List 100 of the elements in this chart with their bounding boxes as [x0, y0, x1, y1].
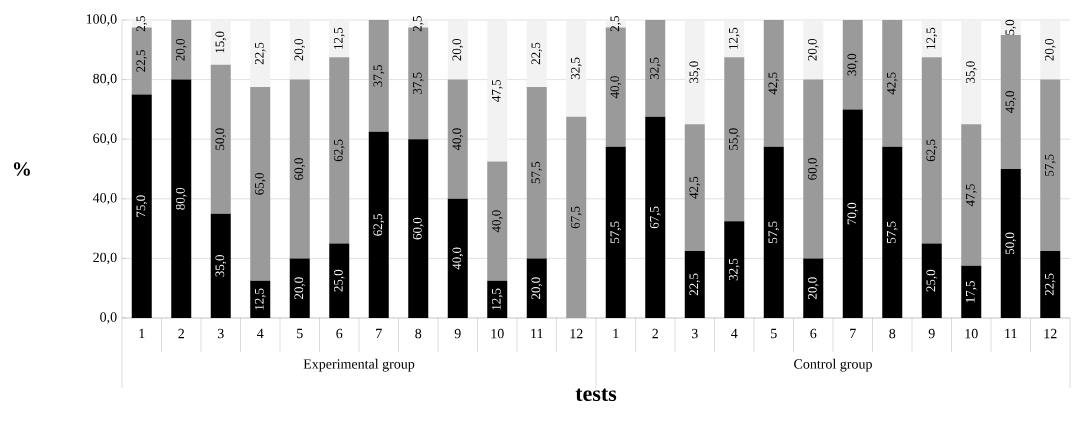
x-tick-label: 4	[257, 328, 264, 339]
data-label: 20,0	[807, 38, 819, 61]
bar	[289, 79, 310, 259]
data-label: 42,5	[689, 176, 701, 199]
data-label: 57,5	[531, 161, 543, 184]
bar	[487, 20, 508, 162]
bar	[526, 87, 547, 259]
data-label: 62,5	[333, 139, 345, 162]
data-label: 37,5	[373, 65, 385, 87]
bar	[1000, 34, 1021, 169]
bar	[684, 124, 705, 251]
bar	[566, 20, 587, 117]
data-label: 67,5	[570, 206, 582, 229]
data-label: 40,0	[610, 76, 622, 99]
data-label: 20,0	[175, 38, 187, 61]
bar	[408, 139, 429, 318]
data-label: 70,0	[847, 202, 859, 225]
data-label: 20,0	[452, 38, 464, 61]
bar	[1000, 169, 1021, 318]
x-tick-label: 7	[376, 328, 382, 339]
bar	[329, 57, 350, 244]
bar	[803, 20, 824, 80]
data-label: 57,5	[610, 221, 622, 243]
x-tick-label: 3	[691, 328, 698, 339]
data-label: 42,5	[768, 72, 780, 95]
data-label: 50,0	[215, 128, 227, 150]
data-label: 60,0	[294, 158, 306, 180]
data-label: 30,0	[847, 53, 859, 76]
bar	[289, 20, 310, 80]
x-axis-title: tests	[575, 388, 617, 402]
data-label: 60,0	[807, 158, 819, 180]
data-label: 47,5	[491, 79, 503, 102]
data-label: 32,5	[570, 57, 582, 80]
data-label: 57,5	[1045, 154, 1056, 176]
bar	[724, 19, 745, 58]
data-label: 12,5	[491, 288, 503, 310]
x-tick-label: 1	[613, 328, 619, 339]
data-label: 20,0	[531, 277, 543, 300]
bar	[526, 20, 547, 88]
data-label: 80,0	[175, 187, 187, 210]
bar	[447, 198, 468, 318]
data-label: 32,5	[728, 258, 740, 281]
x-tick-label: 6	[810, 328, 817, 339]
data-label: 17,5	[965, 281, 977, 303]
bar	[329, 243, 350, 318]
bar	[961, 20, 982, 125]
x-tick-label: 10	[491, 328, 504, 339]
x-tick-label: 10	[965, 328, 978, 339]
bar	[763, 20, 784, 147]
data-label: 20,0	[294, 277, 306, 300]
data-label: 50,0	[1005, 232, 1017, 255]
bar	[803, 258, 824, 318]
y-tick-label: 0,0	[100, 312, 117, 324]
bar	[803, 79, 824, 259]
data-label: 32,5	[649, 57, 661, 80]
data-label: 60,0	[412, 217, 424, 240]
data-label: 22,5	[531, 42, 543, 65]
bar	[684, 20, 705, 125]
data-label: 35,0	[215, 254, 227, 277]
data-label: 25,0	[926, 269, 938, 292]
bar	[882, 20, 903, 147]
text: Experimental group	[303, 358, 415, 372]
bar	[368, 131, 389, 318]
data-label: 15,0	[215, 31, 227, 53]
data-label: 65,0	[254, 173, 266, 195]
data-label: 37,5	[412, 72, 424, 95]
bar	[289, 258, 310, 318]
bar	[171, 20, 192, 80]
data-label: 25,0	[333, 269, 345, 292]
text: Control group	[794, 358, 872, 372]
data-label: 22,5	[254, 42, 266, 65]
bar	[724, 221, 745, 318]
data-label: 12,5	[728, 27, 740, 49]
data-label: 40,0	[452, 128, 464, 151]
bar	[605, 146, 626, 318]
data-label: 40,0	[452, 247, 464, 270]
x-tick-label: 7	[850, 328, 856, 339]
bar	[210, 213, 231, 318]
x-tick-label: 3	[217, 328, 224, 339]
bar	[842, 109, 863, 318]
data-label: 22,5	[1044, 273, 1056, 296]
y-tick-label: 80,0	[93, 73, 117, 86]
bar	[684, 250, 705, 318]
x-tick-label: 1	[139, 328, 145, 339]
bar	[961, 124, 982, 266]
bar	[645, 116, 666, 318]
data-label: 55,0	[728, 128, 740, 150]
data-label: 40,0	[491, 210, 503, 233]
bar	[250, 280, 271, 318]
bar	[921, 19, 942, 58]
data-label: 42,5	[886, 72, 898, 95]
bar	[842, 20, 863, 110]
bar	[487, 280, 508, 318]
bar	[526, 258, 547, 318]
bar	[487, 161, 508, 281]
data-label: 67,5	[649, 206, 661, 229]
bar	[1040, 79, 1061, 251]
bar	[1040, 250, 1061, 318]
data-label: 20,0	[1044, 38, 1056, 61]
y-tick-label: 60,0	[93, 133, 117, 145]
